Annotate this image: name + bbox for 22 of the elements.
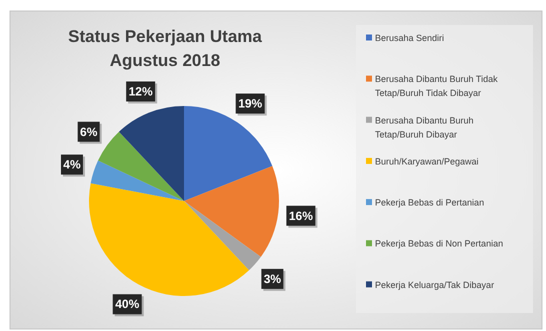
pie-slice (184, 106, 272, 201)
pie-slice (90, 160, 184, 201)
text: Status Pekerjaan Utama Agustus 2018 (68, 27, 262, 70)
legend-label: Berusaha Dibantu Buruh Tetap/Buruh Dibayar (375, 115, 474, 140)
legend-label: Pekerja Bebas di Pertanian (375, 198, 484, 208)
data-label: 3% (264, 272, 282, 286)
data-label: 4% (63, 158, 81, 172)
data-label: 40% (115, 297, 140, 312)
data-label: 12% (128, 84, 153, 98)
pie-slice (118, 106, 184, 201)
pie-slice (89, 183, 250, 296)
legend-label: Berusaha Sendiri (375, 33, 444, 43)
legend-label: Pekerja Keluarga/Tak Dibayar (375, 280, 494, 290)
data-label: 16% (288, 208, 314, 223)
legend-label: Pekerja Bebas di Non Pertanian (375, 238, 504, 249)
pie-slice (184, 201, 261, 270)
pie-slice (184, 166, 279, 257)
data-label: 19% (238, 96, 263, 111)
legend-label: Buruh/Karyawan/Pegawai (375, 156, 479, 166)
legend-label: Berusaha Dibantu Buruh Tidak Tetap/Buruh Tidak Dibayar (375, 74, 498, 98)
data-label: 6% (80, 124, 98, 139)
pie-slice (98, 132, 184, 201)
